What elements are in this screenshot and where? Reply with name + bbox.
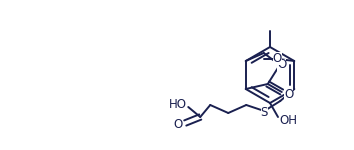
Text: O: O [284,87,293,100]
Text: HO: HO [169,98,187,111]
Text: O: O [273,51,282,64]
Text: O: O [277,58,286,72]
Text: OH: OH [279,114,297,126]
Text: S: S [261,105,268,118]
Text: O: O [173,117,183,130]
